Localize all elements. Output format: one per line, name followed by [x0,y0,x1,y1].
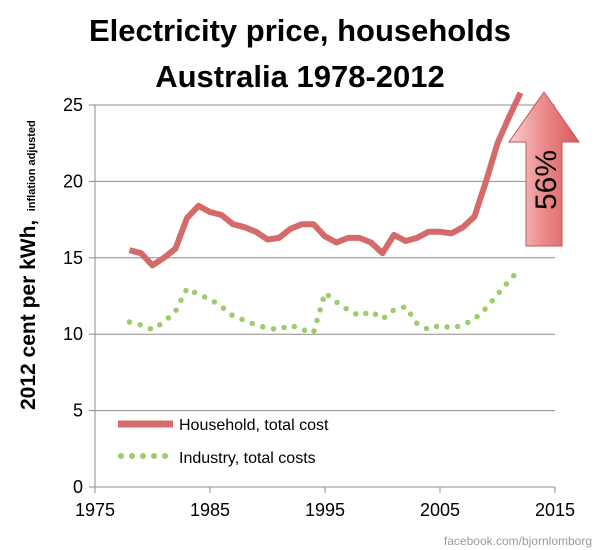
credit: facebook.com/bjornlomborg [444,534,592,548]
y-tick-label: 0 [73,477,83,497]
series-line-household [128,91,524,269]
axes [89,104,556,493]
y-axis-label: 2012 cent per kWh, inflation adjusted [17,120,40,410]
increase-arrow: 56% [508,91,580,247]
x-tick-label: 1995 [305,500,345,520]
y-tick-label: 5 [73,401,83,421]
series-industry [126,265,524,336]
legend-label-household: Household, total cost [179,417,329,434]
y-tick-label: 25 [63,95,83,115]
y-axis-label-sub: inflation adjusted [26,120,38,211]
arrow-label: 56% [530,150,563,210]
x-tick-label: 2015 [535,500,575,520]
chart-title-line-1: Electricity price, households [89,13,511,48]
legend-label-industry: Industry, total costs [179,450,316,467]
arrow-shape [508,91,580,247]
gridlines [95,104,555,412]
chart-title-line-2: Australia 1978-2012 [155,59,445,94]
y-tick-labels: 0 5 10 15 20 25 [63,95,83,497]
series-household [128,91,524,269]
x-tick-labels: 1975 1985 1995 2005 2015 [75,500,575,520]
series-line-industry [126,265,524,336]
y-tick-label: 20 [63,171,83,191]
y-tick-label: 10 [63,324,83,344]
x-tick-label: 1985 [190,500,230,520]
y-axis-label-main: 2012 cent per kWh, [17,220,40,410]
legend: Household, total cost Industry, total co… [118,417,329,467]
x-tick-label: 1975 [75,500,115,520]
y-tick-label: 15 [63,248,83,268]
x-tick-label: 2005 [420,500,460,520]
